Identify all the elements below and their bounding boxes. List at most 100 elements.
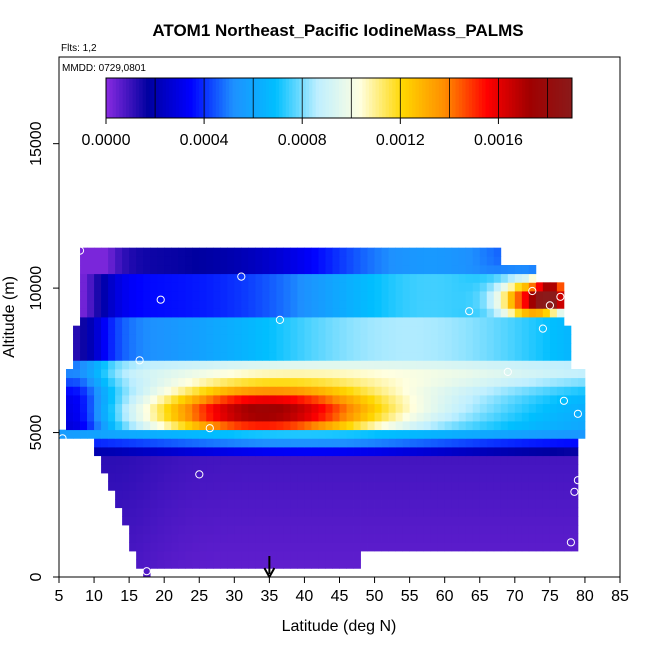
heatmap-cell: [325, 395, 333, 405]
heatmap-cell: [206, 438, 214, 448]
heatmap-cell: [178, 438, 186, 448]
heatmap-cell: [535, 481, 544, 491]
heatmap-cell: [150, 412, 158, 422]
heatmap-cell: [297, 403, 305, 413]
heatmap-cell: [535, 516, 544, 526]
heatmap-cell: [395, 317, 404, 327]
heatmap-cell: [423, 291, 432, 301]
x-tick-label: 80: [576, 588, 594, 605]
heatmap-cell: [87, 412, 95, 422]
heatmap-cell: [220, 499, 228, 509]
heatmap-cell: [262, 377, 270, 387]
heatmap-cell: [262, 299, 270, 309]
heatmap-cell: [353, 481, 361, 491]
heatmap-cell: [430, 403, 439, 413]
heatmap-cell: [521, 481, 530, 491]
heatmap-cell: [332, 377, 340, 387]
heatmap-cell: [290, 559, 298, 569]
heatmap-cell: [395, 533, 404, 543]
heatmap-cell: [136, 256, 144, 266]
heatmap-cell: [164, 395, 172, 405]
heatmap-cell: [416, 525, 425, 535]
heatmap-cell: [157, 334, 165, 344]
heatmap-cell: [199, 317, 207, 327]
heatmap-cell: [318, 369, 326, 379]
heatmap-cell: [66, 412, 74, 422]
heatmap-cell: [402, 516, 411, 526]
heatmap-cell: [563, 516, 572, 526]
heatmap-cell: [220, 291, 228, 301]
heatmap-cell: [87, 265, 95, 275]
heatmap-cell: [444, 273, 453, 283]
heatmap-cell: [255, 325, 263, 335]
heatmap-cell: [178, 386, 186, 396]
heatmap-cell: [444, 516, 453, 526]
heatmap-cell: [507, 386, 516, 396]
heatmap-cell: [164, 473, 172, 483]
heatmap-cell: [80, 317, 88, 327]
heatmap-cell: [416, 429, 425, 439]
heatmap-cell: [486, 317, 495, 327]
heatmap-cell: [346, 464, 354, 474]
heatmap-cell: [395, 351, 404, 361]
heatmap-cell: [374, 334, 382, 344]
heatmap-cell: [318, 247, 326, 257]
heatmap-cell: [199, 369, 207, 379]
heatmap-cell: [143, 568, 151, 578]
heatmap-cell: [248, 455, 256, 465]
heatmap-cell: [332, 499, 340, 509]
heatmap-cell: [129, 455, 137, 465]
heatmap-cell: [479, 351, 488, 361]
heatmap-cell: [423, 386, 432, 396]
heatmap-cell: [318, 481, 326, 491]
heatmap-cell: [325, 533, 333, 543]
heatmap-cell: [451, 386, 460, 396]
heatmap-cell: [570, 542, 579, 552]
heatmap-cell: [535, 334, 544, 344]
heatmap-cell: [115, 386, 123, 396]
heatmap-cell: [563, 542, 572, 552]
heatmap-cell: [73, 360, 81, 370]
heatmap-cell: [164, 334, 172, 344]
heatmap-cell: [129, 369, 137, 379]
heatmap-cell: [185, 369, 193, 379]
heatmap-cell: [213, 334, 221, 344]
heatmap-cell: [388, 473, 396, 483]
heatmap-cell: [437, 317, 446, 327]
heatmap-cell: [248, 481, 256, 491]
heatmap-cell: [332, 525, 340, 535]
heatmap-cell: [339, 291, 347, 301]
heatmap-cell: [101, 421, 109, 431]
heatmap-cell: [276, 395, 284, 405]
heatmap-cell: [395, 369, 404, 379]
heatmap-cell: [283, 438, 291, 448]
heatmap-cell: [360, 299, 368, 309]
heatmap-cell: [514, 473, 523, 483]
heatmap-cell: [514, 490, 523, 500]
heatmap-cell: [528, 369, 537, 379]
heatmap-cell: [458, 525, 467, 535]
heatmap-cell: [115, 343, 123, 353]
heatmap-cell: [381, 481, 389, 491]
heatmap-cell: [514, 377, 523, 387]
heatmap-cell: [514, 282, 523, 292]
colorbar-segment: [472, 78, 476, 118]
colorbar-segment: [565, 78, 570, 118]
observation-point: [566, 538, 576, 547]
heatmap-cell: [402, 317, 411, 327]
heatmap-cell: [234, 490, 242, 500]
heatmap-cell: [101, 429, 109, 439]
heatmap-cell: [276, 247, 284, 257]
heatmap-cell: [269, 360, 277, 370]
heatmap-cell: [353, 499, 361, 509]
heatmap-cell: [185, 542, 193, 552]
heatmap-cell: [276, 291, 284, 301]
heatmap-cell: [206, 490, 214, 500]
heatmap-cell: [416, 473, 425, 483]
heatmap-cell: [262, 542, 270, 552]
heatmap-cell: [164, 507, 172, 517]
heatmap-cell: [129, 282, 137, 292]
heatmap-cell: [535, 282, 544, 292]
heatmap-cell: [206, 473, 214, 483]
heatmap-cell: [318, 343, 326, 353]
